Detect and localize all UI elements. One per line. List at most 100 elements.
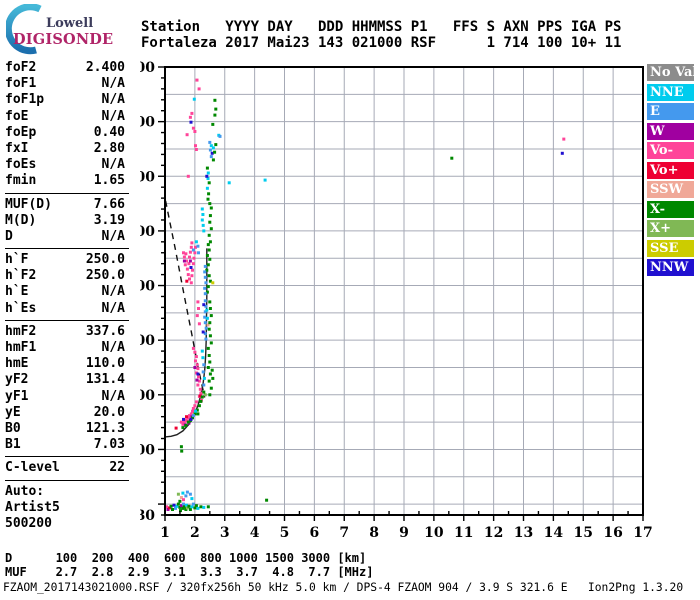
d-distance-row: D 100 200 400 600 800 1000 1500 3000 [km… bbox=[5, 551, 367, 565]
header-field-values-row: Fortaleza 2017 Mai23 143 021000 RSF 1 71… bbox=[141, 35, 622, 51]
logo-arc-icon bbox=[6, 4, 42, 55]
panel-divider bbox=[5, 319, 129, 321]
legend-item-sse: SSE bbox=[647, 239, 694, 257]
parameter-row: h`F2 250.0 bbox=[5, 268, 125, 284]
logo-digisonde-text: DIGISONDE bbox=[13, 31, 114, 48]
parameter-label: foE bbox=[5, 108, 29, 124]
header-field-names-row: Station YYYY DAY DDD HHMMSS P1 FFS S AXN… bbox=[141, 19, 622, 35]
x-tick-label: 4 bbox=[250, 525, 260, 541]
parameter-row: foEs N/A bbox=[5, 157, 125, 173]
parameter-value: 20.0 bbox=[93, 404, 125, 420]
parameter-label: foF2 bbox=[5, 60, 37, 75]
legend-label: SSE bbox=[650, 240, 679, 256]
parameter-row: h`E N/A bbox=[5, 284, 125, 300]
parameter-label: C-level bbox=[5, 460, 60, 476]
parameter-row: C-level 22 bbox=[5, 460, 125, 476]
plot-grid bbox=[165, 67, 643, 515]
x-tick-label: 17 bbox=[633, 525, 652, 541]
electron-density-profile-line bbox=[164, 248, 208, 438]
parameter-value: 2.400 bbox=[85, 60, 125, 75]
y-tick-label: 900 bbox=[140, 60, 155, 76]
x-tick-label: 15 bbox=[574, 525, 593, 541]
parameter-value: 0.40 bbox=[93, 124, 125, 140]
parameter-row: yF1 N/A bbox=[5, 389, 125, 405]
parameter-label: foEs bbox=[5, 157, 37, 173]
x-tick-label: 3 bbox=[220, 525, 230, 541]
legend-item-nnw: NNW bbox=[647, 259, 694, 276]
parameter-value: 110.0 bbox=[85, 356, 125, 372]
parameter-value: 1.65 bbox=[93, 173, 125, 189]
lowell-digisonde-logo: Lowell DIGISONDE bbox=[6, 4, 116, 56]
parameter-row: foF1p N/A bbox=[5, 92, 125, 108]
x-tick-label: 8 bbox=[369, 525, 379, 541]
parameter-row: yF2 131.4 bbox=[5, 372, 125, 388]
legend-item-vo-: Vo+ bbox=[647, 161, 694, 179]
axis-ticks bbox=[158, 66, 644, 521]
legend-label: SSW bbox=[650, 182, 684, 197]
legend-item-x-: X- bbox=[647, 200, 694, 218]
parameter-label: h`F2 bbox=[5, 268, 37, 284]
legend-label: No Val bbox=[650, 65, 694, 80]
y-tick-label: 300 bbox=[140, 388, 155, 404]
axis-tick-labels: 9008007006005004003002008012345678910111… bbox=[140, 60, 653, 541]
parameter-row: fmin 1.65 bbox=[5, 173, 125, 189]
parameter-value: 337.6 bbox=[85, 323, 125, 339]
legend-item-vo-: Vo- bbox=[647, 142, 694, 159]
panel-footer-line: Artist5 bbox=[5, 499, 60, 515]
panel-divider bbox=[5, 248, 129, 250]
echo-points bbox=[165, 78, 566, 513]
legend-label: X- bbox=[650, 201, 666, 217]
parameter-label: D bbox=[5, 228, 13, 244]
parameter-value: 2.80 bbox=[93, 140, 125, 156]
y-tick-label: 400 bbox=[140, 333, 155, 349]
legend-label: E bbox=[650, 104, 660, 119]
parameter-label: hmE bbox=[5, 356, 29, 372]
parameter-value: N/A bbox=[101, 92, 125, 108]
parameter-value: N/A bbox=[101, 76, 125, 92]
parameter-row: MUF(D) 7.66 bbox=[5, 197, 125, 213]
x-tick-label: 1 bbox=[160, 525, 170, 541]
x-tick-label: 10 bbox=[424, 525, 444, 541]
parameter-row: foE N/A bbox=[5, 109, 125, 125]
panel-footer-line: 500200 bbox=[5, 515, 52, 531]
x-tick-label: 2 bbox=[190, 525, 200, 541]
parameter-value: 7.03 bbox=[93, 437, 125, 453]
ionogram-plot: 9008007006005004003002008012345678910111… bbox=[140, 60, 653, 541]
parameter-label: M(D) bbox=[5, 212, 37, 228]
x-tick-label: 5 bbox=[280, 525, 290, 541]
parameters-panel: foF2 2.400 foF1 N/A foF1p N/A foE N/A foEp 0.40 fx… bbox=[5, 60, 129, 532]
logo-lowell-text: Lowell bbox=[46, 16, 94, 31]
parameter-row: foF1 N/A bbox=[5, 76, 125, 92]
parameter-label: foF1 bbox=[5, 76, 37, 92]
parameter-row: fxI 2.80 bbox=[5, 141, 125, 157]
parameter-label: hmF2 bbox=[5, 323, 37, 339]
x-tick-label: 9 bbox=[399, 525, 409, 541]
x-tick-label: 16 bbox=[603, 525, 622, 541]
parameter-value: 250.0 bbox=[85, 268, 125, 284]
parameter-value: N/A bbox=[101, 284, 125, 300]
parameter-value: N/A bbox=[101, 340, 125, 355]
legend-label: NNE bbox=[650, 84, 684, 100]
panel-footer-line: Auto: bbox=[5, 483, 45, 499]
doppler-direction-legend: No Val NNE E W Vo- Vo+ SSW X- X+ SSE NNW bbox=[647, 64, 695, 279]
x-tick-label: 13 bbox=[514, 525, 533, 541]
x-tick-label: 14 bbox=[544, 525, 564, 541]
parameter-value: 131.4 bbox=[85, 372, 125, 388]
muf-row: MUF 2.7 2.8 2.9 3.1 3.3 3.7 4.8 7.7 [MHz… bbox=[5, 565, 374, 579]
parameter-value: N/A bbox=[101, 157, 125, 173]
legend-item-w: W bbox=[647, 122, 694, 140]
parameter-label: fxI bbox=[5, 140, 29, 156]
parameter-row: h`F 250.0 bbox=[5, 252, 125, 268]
parameter-label: yF1 bbox=[5, 388, 29, 404]
parameter-label: MUF(D) bbox=[5, 196, 52, 212]
parameter-value: 121.3 bbox=[85, 420, 125, 436]
parameter-value: 7.66 bbox=[93, 196, 125, 212]
panel-divider bbox=[5, 479, 129, 481]
parameter-label: B0 bbox=[5, 420, 21, 436]
status-line: FZAOM_2017143021000.RSF / 320fx256h 50 k… bbox=[3, 581, 684, 594]
legend-item-x-: X+ bbox=[647, 220, 694, 237]
parameter-label: foF1p bbox=[5, 92, 45, 108]
parameter-row: B1 7.03 bbox=[5, 437, 125, 453]
parameter-value: N/A bbox=[101, 108, 125, 124]
y-tick-label: 80 bbox=[140, 508, 155, 524]
